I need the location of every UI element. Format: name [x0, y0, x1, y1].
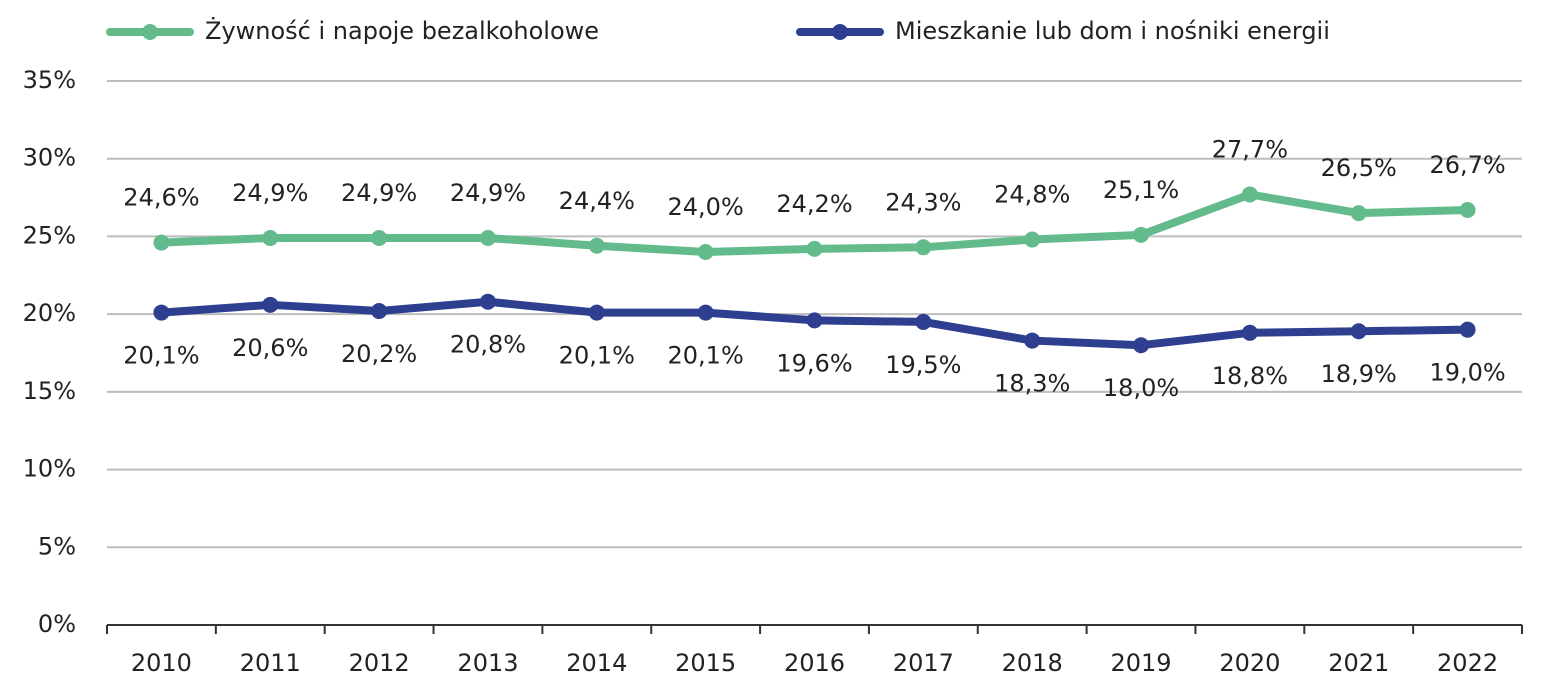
- data-label: 24,9%: [232, 179, 308, 207]
- y-tick-label: 0%: [38, 610, 76, 638]
- series-marker: [806, 240, 823, 257]
- x-tick-label: 2019: [1110, 649, 1171, 677]
- series-marker: [588, 304, 605, 321]
- x-tick-label: 2010: [131, 649, 192, 677]
- data-label: 27,7%: [1212, 135, 1288, 163]
- x-tick-label: 2021: [1328, 649, 1389, 677]
- data-label: 24,0%: [668, 193, 744, 221]
- x-tick-label: 2016: [784, 649, 845, 677]
- series-marker: [1024, 231, 1041, 248]
- data-label: 19,0%: [1429, 359, 1505, 387]
- series-marker: [806, 312, 823, 329]
- data-label: 20,8%: [450, 331, 526, 359]
- series-marker: [1241, 324, 1258, 341]
- legend-marker: [142, 24, 158, 40]
- data-label: 20,6%: [232, 334, 308, 362]
- series-marker: [1459, 202, 1476, 219]
- y-tick-label: 35%: [23, 66, 76, 94]
- x-tick-label: 2015: [675, 649, 736, 677]
- data-label: 26,5%: [1321, 154, 1397, 182]
- series-marker: [479, 293, 496, 310]
- series-marker: [1133, 337, 1150, 354]
- data-label: 26,7%: [1429, 151, 1505, 179]
- data-label: 20,1%: [668, 342, 744, 370]
- data-label: 20,1%: [123, 342, 199, 370]
- legend-label: Mieszkanie lub dom i nośniki energii: [895, 17, 1330, 45]
- data-label: 24,6%: [123, 184, 199, 212]
- x-tick-label: 2012: [349, 649, 410, 677]
- series-marker: [1133, 226, 1150, 243]
- series-marker: [371, 229, 388, 246]
- data-label: 24,2%: [776, 190, 852, 218]
- x-tick-label: 2022: [1437, 649, 1498, 677]
- x-tick-label: 2014: [566, 649, 627, 677]
- series-marker: [153, 234, 170, 251]
- series-marker: [479, 229, 496, 246]
- series-marker: [697, 243, 714, 260]
- data-label: 24,3%: [885, 188, 961, 216]
- data-label: 24,4%: [559, 187, 635, 215]
- x-tick-label: 2013: [457, 649, 518, 677]
- series-marker: [262, 229, 279, 246]
- series-marker: [1024, 332, 1041, 349]
- y-tick-label: 15%: [23, 377, 76, 405]
- data-label: 18,9%: [1321, 360, 1397, 388]
- legend-marker: [832, 24, 848, 40]
- series-marker: [697, 304, 714, 321]
- data-label: 19,5%: [885, 351, 961, 379]
- data-label: 18,3%: [994, 370, 1070, 398]
- y-tick-label: 20%: [23, 299, 76, 327]
- x-tick-label: 2011: [240, 649, 301, 677]
- data-label: 20,2%: [341, 340, 417, 368]
- y-tick-label: 5%: [38, 532, 76, 560]
- series-marker: [1459, 321, 1476, 338]
- data-label: 24,9%: [341, 179, 417, 207]
- data-label: 20,1%: [559, 342, 635, 370]
- series-marker: [1350, 205, 1367, 222]
- series-marker: [915, 239, 932, 256]
- y-tick-label: 30%: [23, 144, 76, 172]
- x-tick-label: 2018: [1002, 649, 1063, 677]
- series-marker: [371, 303, 388, 320]
- legend-label: Żywność i napoje bezalkoholowe: [205, 16, 599, 45]
- data-label: 18,0%: [1103, 374, 1179, 402]
- data-label: 19,6%: [776, 349, 852, 377]
- series-marker: [588, 237, 605, 254]
- x-tick-label: 2020: [1219, 649, 1280, 677]
- series-marker: [1241, 186, 1258, 203]
- x-tick-label: 2017: [893, 649, 954, 677]
- series-marker: [153, 304, 170, 321]
- data-label: 24,8%: [994, 181, 1070, 209]
- series-marker: [262, 296, 279, 313]
- y-tick-label: 25%: [23, 221, 76, 249]
- y-tick-label: 10%: [23, 455, 76, 483]
- data-label: 24,9%: [450, 179, 526, 207]
- data-label: 18,8%: [1212, 362, 1288, 390]
- series-marker: [915, 313, 932, 330]
- series-marker: [1350, 323, 1367, 340]
- data-label: 25,1%: [1103, 176, 1179, 204]
